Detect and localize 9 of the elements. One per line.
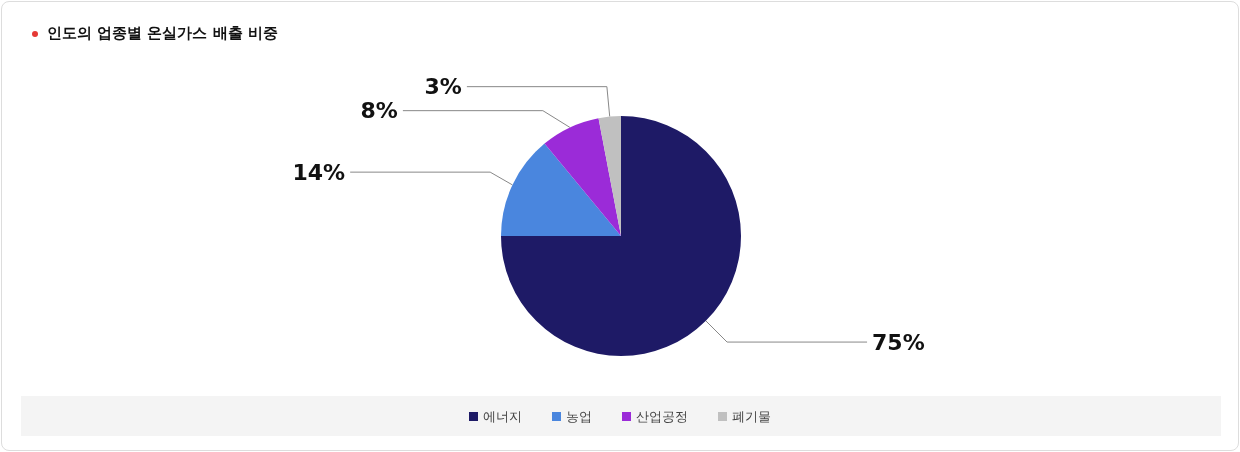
- legend-label: 폐기물: [732, 409, 771, 424]
- text: 인도의 업종별 온실가스 배출 비중: [47, 24, 278, 43]
- legend-label: 에너지: [483, 409, 522, 424]
- data-label: 14%: [292, 159, 346, 185]
- data-label: 8%: [360, 98, 398, 124]
- data-label: 3%: [424, 74, 462, 100]
- legend-label: 농업: [566, 409, 592, 424]
- data-label: 75%: [872, 329, 925, 355]
- legend-label: 산업공정: [636, 409, 688, 424]
